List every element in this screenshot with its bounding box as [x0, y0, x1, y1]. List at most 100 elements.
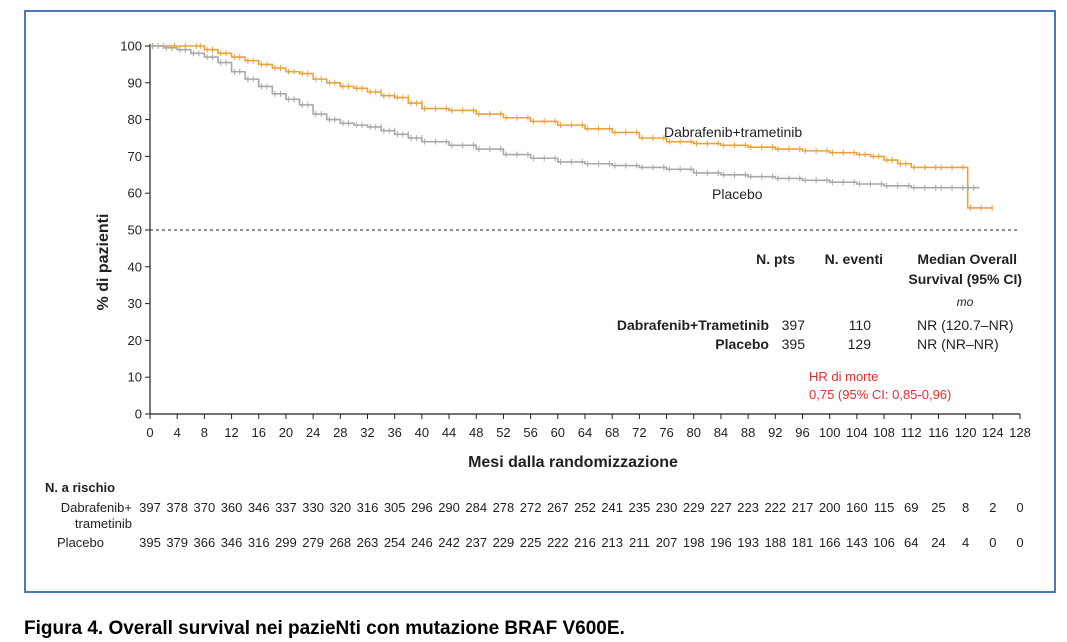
dabrafenib-curve [150, 45, 993, 209]
table-row-events-dabrafenib: 110 [849, 317, 872, 333]
at-risk-placebo-value: 4 [962, 535, 969, 550]
at-risk-dabrafenib-value: 330 [302, 500, 324, 515]
at-risk-dabrafenib-value: 222 [764, 500, 786, 515]
x-tick-label: 108 [873, 425, 895, 440]
at-risk-dabrafenib-value: 223 [737, 500, 759, 515]
x-tick-label: 36 [387, 425, 401, 440]
x-tick-label: 124 [982, 425, 1004, 440]
x-tick-label: 12 [224, 425, 238, 440]
at-risk-placebo-value: 193 [737, 535, 759, 550]
x-tick-label: 112 [901, 425, 922, 440]
y-axis-label: % di pazienti [95, 214, 112, 311]
censor-marks [152, 43, 993, 211]
hazard-ratio-line-2: 0,75 (95% CI: 0,85-0,96) [809, 387, 951, 402]
at-risk-dabrafenib-value: 290 [438, 500, 460, 515]
at-risk-dabrafenib-value: 200 [819, 500, 841, 515]
series-label-placebo: Placebo [712, 186, 763, 202]
at-risk-placebo-value: 188 [764, 535, 786, 550]
x-tick-label: 128 [1009, 425, 1031, 440]
at-risk-dabrafenib-value: 378 [166, 500, 188, 515]
at-risk-dabrafenib-value: 115 [874, 500, 895, 515]
at-risk-placebo-value: 0 [1016, 535, 1023, 550]
at-risk-placebo-value: 366 [194, 535, 216, 550]
x-tick-label: 60 [551, 425, 565, 440]
x-tick-label: 32 [360, 425, 374, 440]
at-risk-dabrafenib-value: 160 [846, 500, 868, 515]
at-risk-dabrafenib-value: 25 [931, 500, 945, 515]
series-label-dabrafenib: Dabrafenib+trametinib [664, 124, 802, 140]
table-row-label-dabrafenib: Dabrafenib+Trametinib [617, 317, 769, 333]
at-risk-dabrafenib-value: 229 [683, 500, 705, 515]
at-risk-placebo-value: 106 [873, 535, 895, 550]
at-risk-placebo-value: 207 [656, 535, 678, 550]
at-risk-dabrafenib-value: 267 [547, 500, 569, 515]
at-risk-placebo-value: 198 [683, 535, 705, 550]
x-tick-label: 72 [632, 425, 646, 440]
at-risk-placebo-value: 346 [221, 535, 243, 550]
table-row-pts-dabrafenib: 397 [782, 317, 806, 333]
at-risk-placebo-value: 166 [819, 535, 841, 550]
x-tick-label: 24 [306, 425, 320, 440]
at-risk-placebo-value: 237 [465, 535, 487, 550]
at-risk-placebo-value: 24 [931, 535, 945, 550]
x-tick-label: 64 [578, 425, 592, 440]
x-tick-label: 92 [768, 425, 782, 440]
x-tick-label: 88 [741, 425, 755, 440]
x-tick-label: 104 [846, 425, 868, 440]
y-tick-label: 30 [128, 296, 142, 311]
x-tick-label: 0 [146, 425, 153, 440]
table-header-median-1: Median Overall [917, 251, 1017, 267]
at-risk-dabrafenib-value: 241 [601, 500, 623, 515]
hazard-ratio-line-1: HR di morte [809, 369, 878, 384]
at-risk-placebo-value: 379 [166, 535, 188, 550]
y-tick-label: 80 [128, 112, 142, 127]
at-risk-placebo-value: 64 [904, 535, 918, 550]
at-risk-dabrafenib-value: 346 [248, 500, 270, 515]
x-tick-label: 20 [279, 425, 293, 440]
at-risk-dabrafenib-value: 397 [139, 500, 161, 515]
x-tick-label: 8 [201, 425, 208, 440]
at-risk-placebo-value: 246 [411, 535, 433, 550]
x-tick-label: 28 [333, 425, 347, 440]
x-tick-label: 80 [687, 425, 701, 440]
at-risk-dabrafenib-value: 230 [656, 500, 678, 515]
at-risk-dabrafenib-value: 8 [962, 500, 969, 515]
at-risk-placebo-value: 181 [792, 535, 814, 550]
at-risk-placebo-value: 143 [846, 535, 868, 550]
at-risk-dabrafenib-value: 370 [194, 500, 216, 515]
at-risk-placebo-value: 211 [629, 535, 650, 550]
x-tick-label: 52 [496, 425, 510, 440]
at-risk-dabrafenib-value: 252 [574, 500, 596, 515]
at-risk-dabrafenib-value: 0 [1016, 500, 1023, 515]
y-tick-label: 70 [128, 149, 142, 164]
y-tick-label: 20 [128, 333, 142, 348]
figure-frame [24, 10, 1056, 593]
table-unit: mo [957, 295, 974, 309]
table-row-label-placebo: Placebo [715, 336, 769, 352]
at-risk-dabrafenib-value: 272 [520, 500, 542, 515]
table-header-median-2: Survival (95% CI) [908, 271, 1022, 287]
at-risk-dabrafenib-value: 217 [792, 500, 814, 515]
at-risk-label-placebo: Placebo [57, 535, 104, 550]
at-risk-dabrafenib-value: 316 [357, 500, 379, 515]
table-row-median-placebo: NR (NR–NR) [917, 336, 999, 352]
at-risk-label-dabrafenib-1: Dabrafenib+ [61, 500, 132, 515]
at-risk-title: N. a rischio [45, 480, 115, 495]
table-row-events-placebo: 129 [848, 336, 872, 352]
x-tick-label: 96 [795, 425, 809, 440]
x-tick-label: 116 [928, 425, 949, 440]
table-header-events: N. eventi [825, 251, 883, 267]
at-risk-dabrafenib-value: 278 [493, 500, 515, 515]
x-tick-label: 16 [252, 425, 266, 440]
at-risk-dabrafenib-value: 2 [989, 500, 996, 515]
y-tick-label: 50 [128, 223, 142, 238]
x-tick-label: 48 [469, 425, 483, 440]
x-tick-label: 40 [415, 425, 429, 440]
at-risk-placebo-value: 213 [601, 535, 623, 550]
y-tick-label: 100 [120, 39, 142, 54]
x-tick-label: 56 [523, 425, 537, 440]
x-tick-label: 4 [174, 425, 181, 440]
at-risk-placebo-value: 254 [384, 535, 406, 550]
x-axis-label: Mesi dalla randomizzazione [468, 454, 678, 471]
